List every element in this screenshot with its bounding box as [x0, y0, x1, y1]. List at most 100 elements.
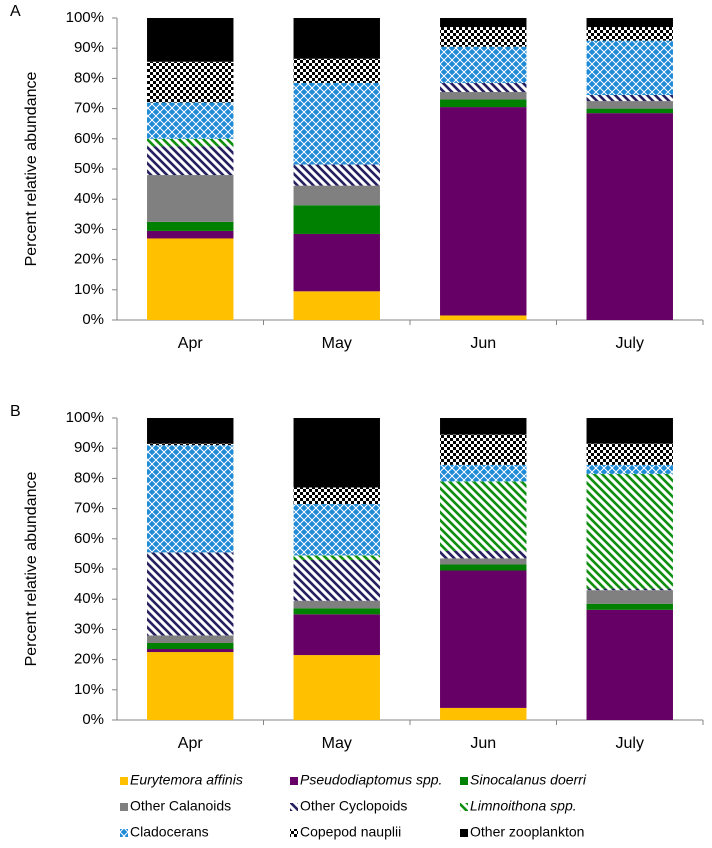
bar-segment: [293, 487, 380, 505]
y-tick-label: 50%: [74, 160, 104, 177]
bar-segment: [440, 99, 527, 108]
y-tick-label: 20%: [74, 651, 104, 668]
bar-segment: [586, 473, 673, 589]
legend-label: Other zooplankton: [470, 824, 584, 840]
bar-segment: [586, 418, 673, 444]
bar-segment: [147, 445, 234, 553]
legend-label: Copepod nauplii: [300, 824, 401, 840]
y-tick-label: 40%: [74, 590, 104, 607]
bar-segment: [293, 559, 380, 601]
bar-segment: [586, 18, 673, 28]
y-tick-label: 40%: [74, 190, 104, 207]
bar-segment: [440, 107, 527, 316]
legend-swatch: [290, 803, 298, 811]
bar-segment: [586, 40, 673, 96]
bar-segment: [147, 238, 234, 320]
bar-segment: [586, 27, 673, 41]
bar-segment: [147, 642, 234, 650]
legend-swatch: [460, 829, 468, 837]
y-tick-label: 20%: [74, 251, 104, 268]
legend-swatch: [120, 803, 128, 811]
bar-segment: [293, 614, 380, 656]
legend-swatch: [120, 829, 128, 837]
bar-segment: [147, 102, 234, 139]
legend-swatch: [460, 803, 468, 811]
bar-segment: [440, 418, 527, 435]
y-tick-label: 70%: [74, 500, 104, 517]
bar-segment: [440, 550, 527, 559]
bar-segment: [586, 95, 673, 102]
bar-segment: [293, 600, 380, 609]
x-tick-label: July: [616, 335, 644, 352]
bar-segment: [440, 464, 527, 482]
y-tick-label: 80%: [74, 69, 104, 86]
bar-segment: [586, 101, 673, 109]
bar-segment: [147, 418, 234, 444]
y-tick-label: 0%: [82, 711, 104, 728]
bar-segment: [440, 18, 527, 28]
y-tick-label: 60%: [74, 530, 104, 547]
legend-swatch: [120, 777, 128, 785]
bar-segment: [586, 113, 673, 320]
bar-segment: [147, 146, 234, 176]
x-tick-label: Apr: [178, 735, 204, 752]
bar-segment: [586, 609, 673, 720]
bar-segment: [293, 82, 380, 165]
legend-swatch: [460, 777, 468, 785]
legend-label: Cladocerans: [130, 824, 209, 840]
y-tick-label: 60%: [74, 130, 104, 147]
x-tick-label: Jun: [470, 735, 496, 752]
bar-segment: [440, 570, 527, 708]
y-tick-label: 10%: [74, 281, 104, 298]
bar-segment: [147, 175, 234, 222]
bar-segment: [440, 481, 527, 551]
bar-segment: [586, 108, 673, 114]
y-tick-label: 90%: [74, 39, 104, 56]
y-tick-label: 50%: [74, 560, 104, 577]
y-tick-label: 80%: [74, 469, 104, 486]
legend-label: Limnoithona spp.: [470, 798, 577, 814]
x-tick-label: May: [322, 735, 352, 752]
bar-segment: [147, 443, 234, 446]
bar-segment: [147, 230, 234, 239]
panel-label: A: [10, 3, 21, 20]
bar-segment: [440, 558, 527, 565]
bar-segment: [440, 27, 527, 47]
bar-segment: [586, 590, 673, 604]
bar-segment: [293, 164, 380, 186]
bar-segment: [293, 504, 380, 556]
bar-segment: [293, 655, 380, 720]
x-tick-label: May: [322, 335, 352, 352]
y-axis-title: Percent relative abundance: [23, 472, 40, 667]
legend-label: Eurytemora affinis: [130, 772, 243, 788]
bar-segment: [147, 138, 234, 147]
bar-segment: [147, 61, 234, 103]
bar-segment: [147, 652, 234, 720]
y-tick-label: 100%: [66, 409, 104, 426]
x-tick-label: Apr: [178, 335, 204, 352]
bar-segment: [440, 315, 527, 320]
bar-segment: [293, 185, 380, 206]
bar-segment: [440, 82, 527, 92]
x-tick-label: July: [616, 735, 644, 752]
y-tick-label: 0%: [82, 311, 104, 328]
bar-segment: [440, 564, 527, 571]
x-tick-label: Jun: [470, 335, 496, 352]
legend-swatch: [290, 829, 298, 837]
y-tick-label: 10%: [74, 681, 104, 698]
bar-segment: [440, 434, 527, 465]
legend-label: Pseudodiaptomus spp.: [300, 772, 442, 788]
bar-segment: [293, 555, 380, 560]
bar-segment: [293, 18, 380, 59]
y-tick-label: 70%: [74, 100, 104, 117]
bar-segment: [586, 464, 673, 474]
legend-label: Other Cyclopoids: [300, 798, 407, 814]
legend-swatch: [290, 777, 298, 785]
panel-label: B: [10, 403, 21, 420]
bar-segment: [147, 552, 234, 636]
y-tick-label: 30%: [74, 620, 104, 637]
bar-segment: [586, 603, 673, 610]
bar-segment: [147, 18, 234, 62]
bar-segment: [147, 635, 234, 643]
